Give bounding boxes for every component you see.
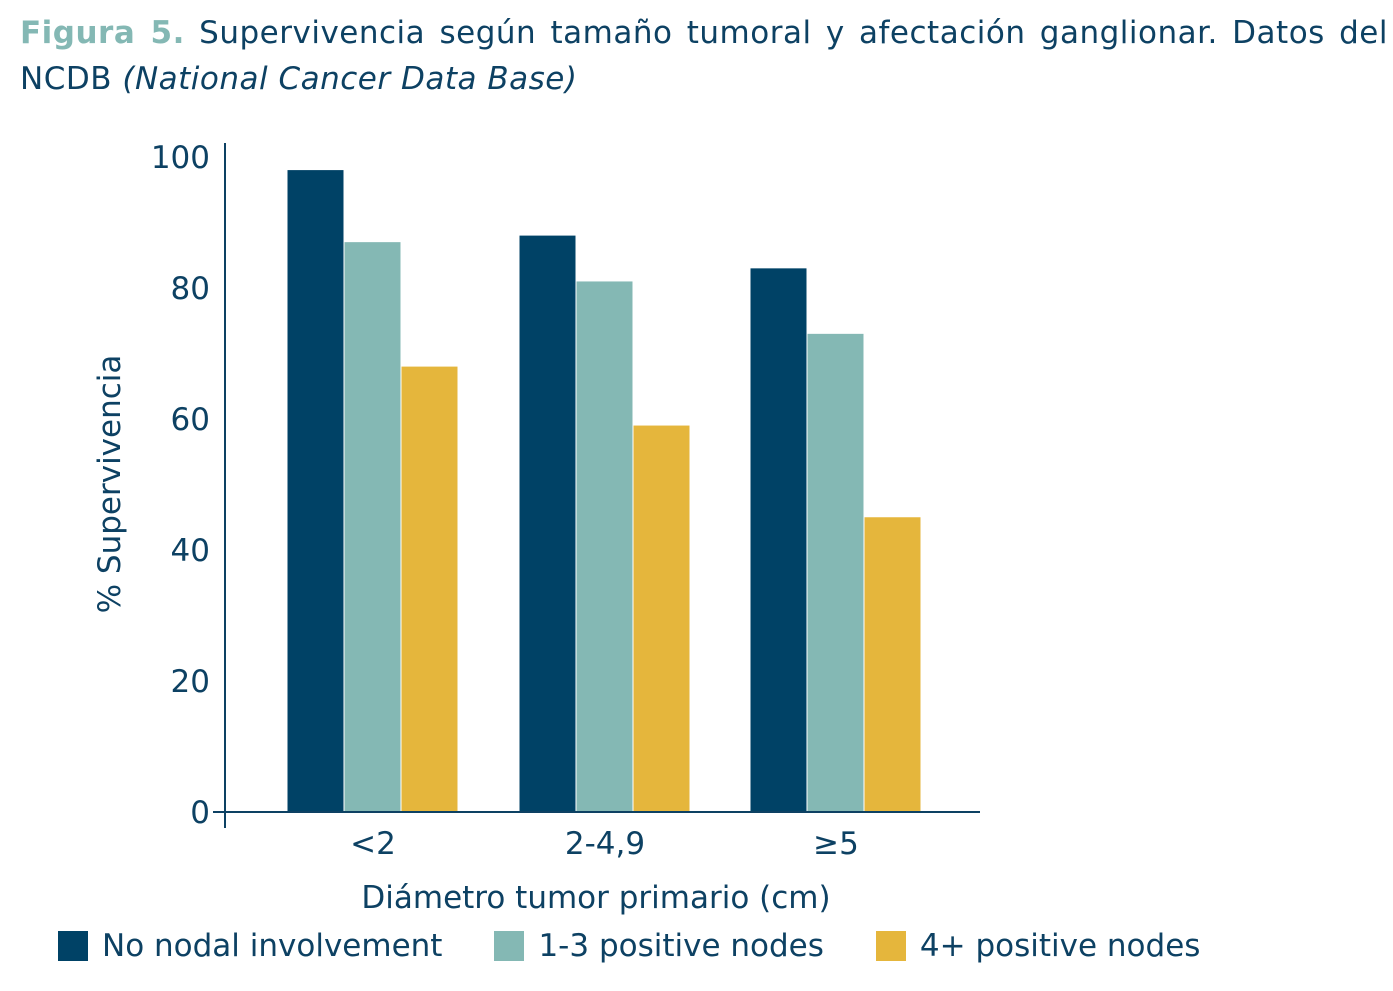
y-tick-label: 60 [171, 402, 210, 438]
x-tick-label: ≥5 [813, 826, 859, 862]
bar [633, 425, 690, 812]
bar [344, 242, 401, 812]
bar [750, 268, 807, 813]
x-axis-label: Diámetro tumor primario (cm) [361, 880, 830, 916]
x-tick-label: <2 [350, 826, 396, 862]
bar [576, 281, 633, 812]
legend-swatch [875, 931, 906, 961]
legend-swatch [58, 931, 88, 961]
bar [287, 170, 344, 813]
y-tick-label: 20 [171, 664, 210, 700]
y-tick-label: 100 [151, 140, 210, 176]
y-tick-label: 0 [190, 795, 210, 831]
figure-title-text: Supervivencia según tamaño tumoral y afe… [20, 15, 1388, 97]
legend-label: 1-3 positive nodes [538, 928, 824, 964]
figure-title-italic: (National Cancer Data Base) [122, 61, 578, 97]
figure-title: Figura 5. Supervivencia según tamaño tum… [20, 10, 1388, 102]
legend-item: 4+ positive nodes [875, 928, 1201, 964]
legend-item: 1-3 positive nodes [494, 928, 824, 964]
legend-item: No nodal involvement [58, 928, 442, 964]
x-tick-label: 2-4,9 [565, 826, 645, 862]
y-tick-label: 80 [171, 271, 210, 307]
legend: No nodal involvement 1-3 positive nodes 4+… [58, 928, 1252, 964]
legend-label: No nodal involvement [102, 928, 443, 964]
bar [401, 366, 458, 812]
legend-swatch [494, 931, 525, 961]
bar [864, 517, 921, 812]
y-tick-label: 40 [171, 533, 210, 569]
bar [519, 235, 576, 813]
y-axis-label: % Supervivencia [92, 355, 128, 614]
figure-label: Figura 5. [20, 15, 185, 51]
legend-label: 4+ positive nodes [919, 928, 1201, 964]
bar [807, 333, 864, 812]
